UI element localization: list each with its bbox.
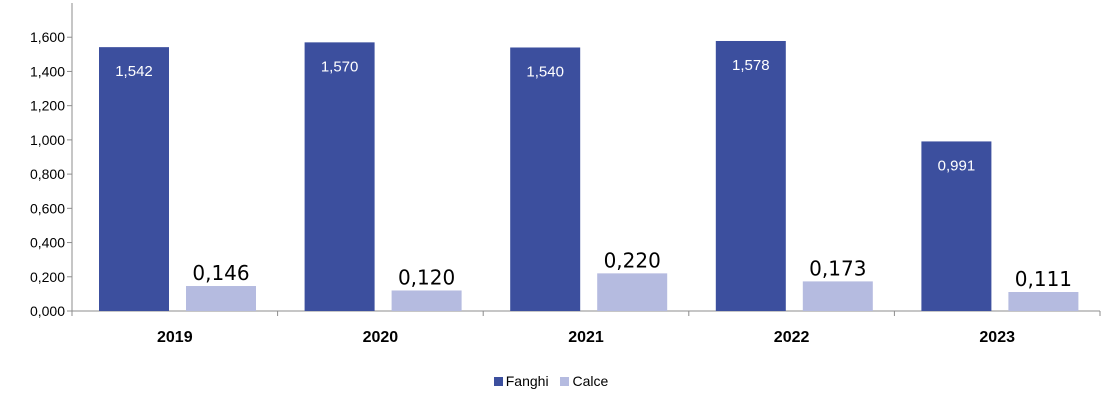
y-tick-label: 1,600: [30, 29, 65, 45]
bar-fanghi: [510, 47, 581, 311]
x-category-label: 2019: [157, 329, 193, 346]
bar-calce: [802, 281, 873, 311]
bar-calce: [1008, 292, 1079, 311]
bar-fanghi: [715, 40, 786, 312]
legend-item-calce: Calce: [560, 373, 608, 389]
data-label-fanghi: 1,578: [732, 57, 770, 74]
bar-fanghi: [304, 42, 375, 311]
y-tick-label: 1,000: [30, 132, 65, 148]
bar-fanghi: [99, 47, 169, 311]
legend-label-fanghi: Fanghi: [505, 373, 549, 389]
data-label-fanghi: 1,540: [526, 63, 564, 80]
bar-calce: [597, 273, 668, 311]
data-label-calce: 0,111: [1015, 267, 1072, 291]
legend-swatch-calce: [560, 377, 570, 386]
bar-fanghi: [921, 141, 992, 311]
y-tick-label: 1,200: [30, 98, 65, 114]
y-tick-label: 0,800: [30, 166, 65, 182]
y-tick-label: 0,200: [30, 269, 65, 285]
legend-item-fanghi: Fanghi: [493, 373, 549, 389]
x-category-label: 2021: [568, 329, 604, 346]
legend-label-calce: Calce: [572, 373, 609, 389]
data-label-calce: 0,120: [398, 265, 455, 289]
y-tick-label: 1,400: [30, 63, 65, 79]
legend-swatch-fanghi: [493, 377, 503, 386]
bar-calce: [391, 290, 462, 311]
data-label-calce: 0,146: [192, 261, 249, 285]
y-tick-label: 0,600: [30, 200, 65, 216]
x-category-label: 2020: [363, 329, 399, 346]
data-label-calce: 0,173: [809, 256, 866, 280]
x-category-label: 2022: [774, 329, 810, 346]
x-category-label: 2023: [979, 329, 1015, 346]
bar-calce: [186, 286, 256, 311]
data-label-fanghi: 1,570: [321, 58, 359, 75]
data-label-fanghi: 0,991: [938, 157, 976, 174]
data-label-fanghi: 1,542: [115, 63, 153, 80]
data-label-calce: 0,220: [604, 248, 661, 272]
legend: Fanghi Calce: [0, 373, 1102, 389]
y-tick-label: 0,000: [30, 303, 65, 319]
y-tick-label: 0,400: [30, 235, 65, 251]
